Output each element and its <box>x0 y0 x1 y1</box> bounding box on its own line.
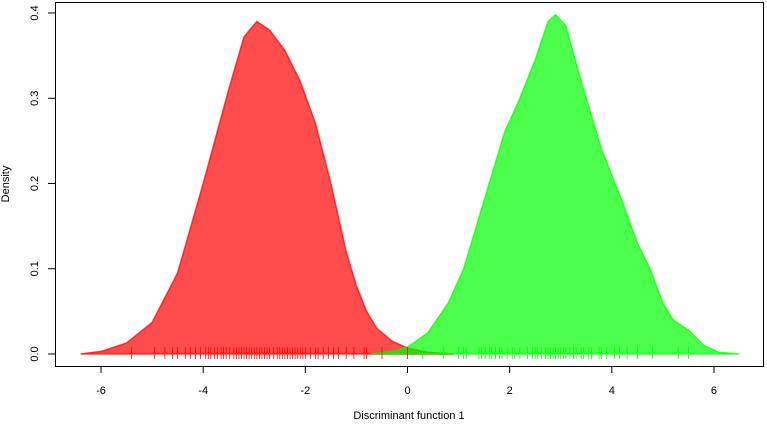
x-tick-label: 0 <box>404 385 410 397</box>
x-tick-label: 6 <box>711 385 717 397</box>
series-layer <box>80 13 740 355</box>
y-axis-label: Density <box>0 165 12 202</box>
plot-frame <box>55 2 764 367</box>
x-tick-label: -2 <box>300 385 310 397</box>
x-tick-label: -6 <box>96 385 106 397</box>
y-tick-label: 0.0 <box>29 346 41 361</box>
x-axis-label: Discriminant function 1 <box>353 410 464 422</box>
x-tick-label: 4 <box>609 385 615 397</box>
density-area-1 <box>371 13 740 355</box>
y-axis: 0.0 0.1 0.2 0.3 0.4 <box>29 5 56 362</box>
density-area-0 <box>80 20 454 355</box>
y-tick-label: 0.4 <box>29 5 41 20</box>
y-tick-label: 0.3 <box>29 91 41 106</box>
y-tick-label: 0.2 <box>29 176 41 191</box>
x-tick-label: -4 <box>198 385 208 397</box>
x-axis: -6 -4 -2 0 2 4 6 <box>96 366 717 397</box>
rug-layer <box>131 347 689 359</box>
y-tick-label: 0.1 <box>29 261 41 276</box>
x-tick-label: 2 <box>507 385 513 397</box>
